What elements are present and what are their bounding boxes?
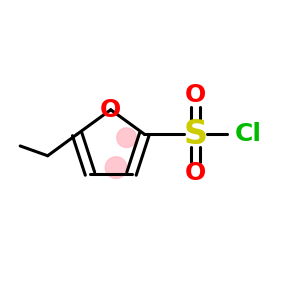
Text: Cl: Cl	[235, 122, 262, 146]
Text: O: O	[100, 98, 122, 122]
Circle shape	[105, 157, 127, 178]
Text: O: O	[185, 161, 206, 185]
Text: S: S	[183, 118, 207, 151]
Text: O: O	[185, 83, 206, 107]
Circle shape	[117, 128, 136, 148]
